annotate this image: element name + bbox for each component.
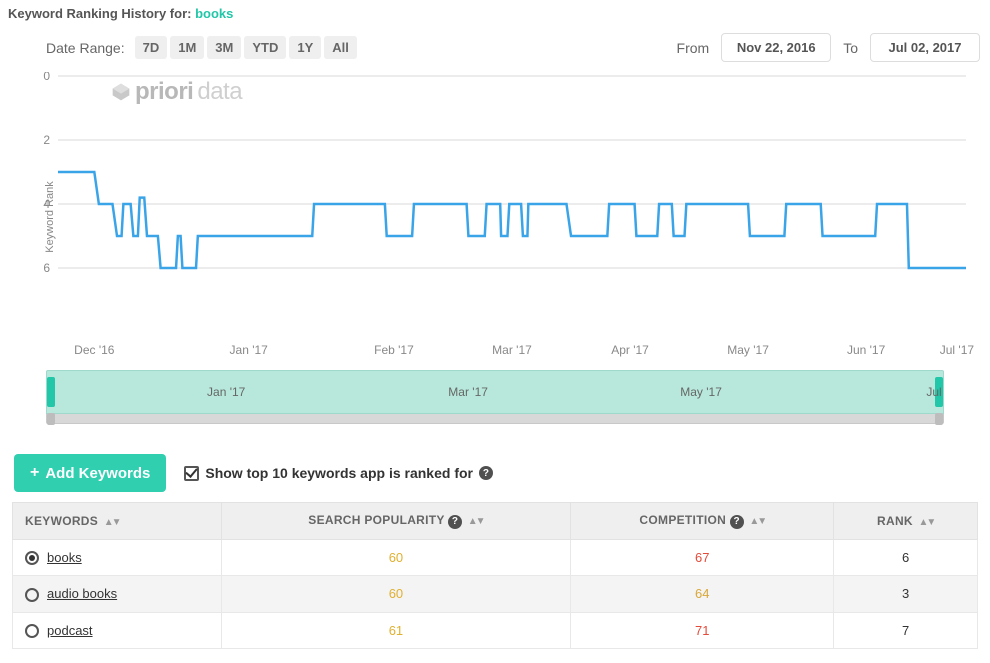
svg-text:Apr '17: Apr '17 <box>611 343 649 357</box>
row-radio[interactable] <box>25 588 39 602</box>
range-button-1y[interactable]: 1Y <box>289 36 321 59</box>
competition-value: 64 <box>695 586 709 601</box>
title-prefix: Keyword Ranking History for: <box>8 6 191 21</box>
title-keyword: books <box>195 6 233 21</box>
svg-text:Feb '17: Feb '17 <box>374 343 414 357</box>
scroll-knob-left[interactable] <box>47 413 55 425</box>
keyword-name[interactable]: audio books <box>47 586 117 601</box>
svg-text:2: 2 <box>43 133 50 147</box>
brush-label: Jul <box>926 385 941 399</box>
rank-value: 6 <box>834 539 978 576</box>
row-radio[interactable] <box>25 551 39 565</box>
watermark: prioridata <box>111 78 242 106</box>
plus-icon: + <box>30 464 39 482</box>
column-header[interactable]: COMPETITION ? ▲▼ <box>571 503 834 540</box>
svg-text:Dec '16: Dec '16 <box>74 343 115 357</box>
keyword-name[interactable]: podcast <box>47 623 93 638</box>
competition-value: 71 <box>695 623 709 638</box>
watermark-text2: data <box>197 78 242 106</box>
svg-text:0: 0 <box>43 72 50 83</box>
brush-label: Mar '17 <box>448 385 488 399</box>
brush-label: May '17 <box>680 385 722 399</box>
svg-text:Mar '17: Mar '17 <box>492 343 532 357</box>
table-row[interactable]: audio books 60 64 3 <box>13 576 978 613</box>
to-label: To <box>843 40 858 56</box>
page-title: Keyword Ranking History for: books <box>6 4 984 29</box>
scroll-knob-right[interactable] <box>935 413 943 425</box>
from-date-input[interactable]: Nov 22, 2016 <box>721 33 831 62</box>
watermark-text1: priori <box>135 78 193 106</box>
watermark-icon <box>111 82 131 102</box>
range-button-3m[interactable]: 3M <box>207 36 241 59</box>
action-row: + Add Keywords Show top 10 keywords app … <box>14 454 976 492</box>
svg-text:Jan '17: Jan '17 <box>230 343 269 357</box>
svg-text:Jul '17: Jul '17 <box>940 343 975 357</box>
competition-value: 67 <box>695 550 709 565</box>
chart-area: Keyword Rank prioridata 0246Dec '16Jan '… <box>16 72 974 362</box>
svg-text:6: 6 <box>43 261 50 275</box>
brush-label: Jan '17 <box>207 385 245 399</box>
range-button-7d[interactable]: 7D <box>135 36 168 59</box>
controls-bar: Date Range: 7D1M3MYTD1YAll From Nov 22, … <box>6 29 984 72</box>
keyword-name[interactable]: books <box>47 550 82 565</box>
table-row[interactable]: podcast 61 71 7 <box>13 612 978 649</box>
range-button-1m[interactable]: 1M <box>170 36 204 59</box>
help-icon[interactable]: ? <box>730 515 744 529</box>
date-range-label: Date Range: <box>46 40 125 56</box>
help-icon[interactable]: ? <box>448 515 462 529</box>
rank-value: 3 <box>834 576 978 613</box>
add-keywords-label: Add Keywords <box>45 465 150 482</box>
column-header[interactable]: RANK ▲▼ <box>834 503 978 540</box>
svg-text:Jun '17: Jun '17 <box>847 343 886 357</box>
range-button-ytd[interactable]: YTD <box>244 36 286 59</box>
row-radio[interactable] <box>25 624 39 638</box>
svg-text:May '17: May '17 <box>727 343 769 357</box>
table-row[interactable]: books 60 67 6 <box>13 539 978 576</box>
rank-chart[interactable]: 0246Dec '16Jan '17Feb '17Mar '17Apr '17M… <box>16 72 976 362</box>
keywords-table: KEYWORDS ▲▼SEARCH POPULARITY ? ▲▼COMPETI… <box>12 502 978 649</box>
popularity-value: 61 <box>389 623 403 638</box>
show-top-toggle[interactable]: Show top 10 keywords app is ranked for ? <box>184 465 493 481</box>
add-keywords-button[interactable]: + Add Keywords <box>14 454 166 492</box>
popularity-value: 60 <box>389 586 403 601</box>
from-label: From <box>677 40 710 56</box>
rank-value: 7 <box>834 612 978 649</box>
brush-scrollbar[interactable] <box>46 414 944 424</box>
brush-handle-left[interactable] <box>47 377 55 407</box>
range-buttons: 7D1M3MYTD1YAll <box>135 36 357 59</box>
show-top-checkbox[interactable] <box>184 466 199 481</box>
range-brusher[interactable]: Jan '17 Mar '17 May '17 Jul <box>46 370 944 424</box>
column-header[interactable]: KEYWORDS ▲▼ <box>13 503 222 540</box>
y-axis-label: Keyword Rank <box>44 181 56 253</box>
popularity-value: 60 <box>389 550 403 565</box>
column-header[interactable]: SEARCH POPULARITY ? ▲▼ <box>221 503 571 540</box>
to-date-input[interactable]: Jul 02, 2017 <box>870 33 980 62</box>
help-icon[interactable]: ? <box>479 466 493 480</box>
range-button-all[interactable]: All <box>324 36 357 59</box>
show-top-label: Show top 10 keywords app is ranked for <box>205 465 473 481</box>
